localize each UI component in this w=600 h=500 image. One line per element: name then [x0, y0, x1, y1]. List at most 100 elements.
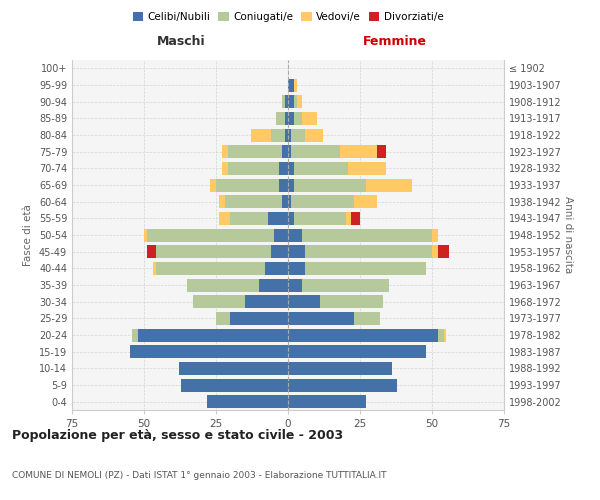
Bar — [181, 378, 288, 392]
Bar — [366, 178, 412, 192]
Bar — [280, 162, 288, 175]
Bar — [285, 112, 288, 125]
Bar — [288, 245, 305, 258]
Bar — [208, 395, 288, 408]
Bar — [187, 278, 259, 291]
Y-axis label: Fasce di età: Fasce di età — [23, 204, 33, 266]
Bar — [432, 245, 438, 258]
Bar — [288, 212, 294, 225]
Bar — [268, 212, 288, 225]
Bar — [265, 262, 288, 275]
Bar — [288, 128, 291, 141]
Bar — [288, 345, 426, 358]
Bar — [294, 212, 346, 225]
Bar — [288, 278, 302, 291]
Bar — [288, 145, 291, 158]
Bar — [138, 328, 288, 342]
Bar — [443, 328, 446, 342]
Bar — [219, 195, 224, 208]
Bar — [282, 145, 288, 158]
Bar — [349, 162, 386, 175]
Bar — [432, 228, 438, 241]
Bar — [271, 128, 285, 141]
Text: Femmine: Femmine — [362, 36, 427, 49]
Bar — [320, 295, 383, 308]
Bar — [288, 195, 291, 208]
Bar — [288, 328, 438, 342]
Bar — [438, 245, 449, 258]
Bar — [282, 195, 288, 208]
Bar — [280, 178, 288, 192]
Bar — [288, 178, 294, 192]
Bar — [294, 78, 296, 92]
Bar — [377, 145, 386, 158]
Bar — [155, 245, 271, 258]
Bar — [259, 278, 288, 291]
Bar — [152, 262, 155, 275]
Bar — [288, 78, 294, 92]
Bar — [294, 178, 366, 192]
Bar — [354, 195, 377, 208]
Bar — [340, 145, 377, 158]
Bar — [277, 112, 285, 125]
Bar — [294, 162, 349, 175]
Bar — [224, 195, 282, 208]
Bar — [216, 178, 280, 192]
Bar — [271, 245, 288, 258]
Bar — [288, 262, 305, 275]
Bar — [219, 212, 230, 225]
Bar — [288, 95, 294, 108]
Bar — [296, 95, 302, 108]
Bar — [222, 145, 227, 158]
Y-axis label: Anni di nascita: Anni di nascita — [563, 196, 573, 274]
Bar — [133, 328, 138, 342]
Bar — [305, 245, 432, 258]
Text: Maschi: Maschi — [157, 36, 206, 49]
Bar — [346, 212, 352, 225]
Bar — [155, 262, 265, 275]
Bar — [288, 228, 302, 241]
Bar — [302, 228, 432, 241]
Bar — [230, 312, 288, 325]
Bar — [305, 128, 323, 141]
Bar — [216, 312, 230, 325]
Bar — [274, 228, 288, 241]
Bar — [291, 145, 340, 158]
Bar — [291, 195, 354, 208]
Legend: Celibi/Nubili, Coniugati/e, Vedovi/e, Divorziati/e: Celibi/Nubili, Coniugati/e, Vedovi/e, Di… — [128, 8, 448, 26]
Bar — [294, 112, 302, 125]
Bar — [288, 295, 320, 308]
Bar — [288, 162, 294, 175]
Bar — [285, 128, 288, 141]
Bar — [147, 245, 155, 258]
Bar — [285, 95, 288, 108]
Bar — [210, 178, 216, 192]
Bar — [288, 312, 354, 325]
Text: Popolazione per età, sesso e stato civile - 2003: Popolazione per età, sesso e stato civil… — [12, 430, 343, 442]
Bar — [222, 162, 227, 175]
Bar — [288, 112, 294, 125]
Bar — [227, 162, 280, 175]
Bar — [251, 128, 271, 141]
Bar — [288, 395, 366, 408]
Bar — [144, 228, 147, 241]
Bar — [288, 378, 397, 392]
Bar — [130, 345, 288, 358]
Bar — [179, 362, 288, 375]
Bar — [245, 295, 288, 308]
Bar — [305, 262, 426, 275]
Bar — [294, 95, 296, 108]
Bar — [302, 112, 317, 125]
Bar — [227, 145, 282, 158]
Bar — [438, 328, 443, 342]
Bar — [230, 212, 268, 225]
Bar — [352, 212, 360, 225]
Bar — [147, 228, 274, 241]
Bar — [354, 312, 380, 325]
Bar — [193, 295, 245, 308]
Bar — [291, 128, 305, 141]
Bar — [288, 362, 392, 375]
Text: COMUNE DI NEMOLI (PZ) - Dati ISTAT 1° gennaio 2003 - Elaborazione TUTTITALIA.IT: COMUNE DI NEMOLI (PZ) - Dati ISTAT 1° ge… — [12, 471, 386, 480]
Bar — [282, 95, 285, 108]
Bar — [302, 278, 389, 291]
